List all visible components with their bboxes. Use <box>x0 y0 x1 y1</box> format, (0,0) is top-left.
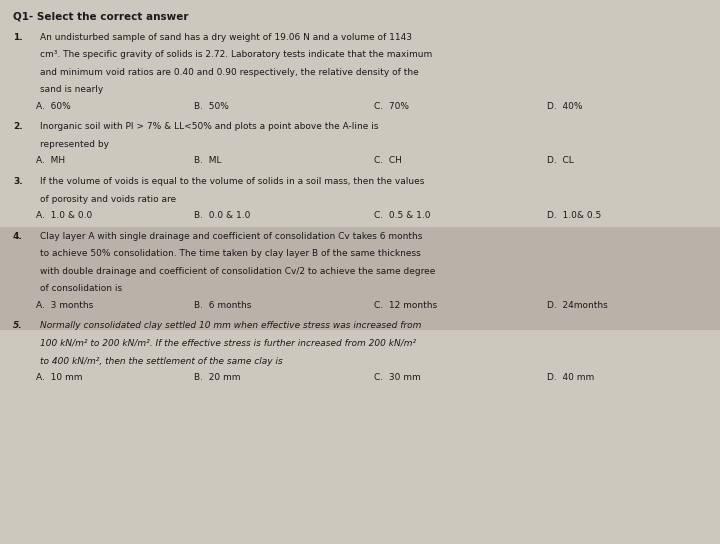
Text: B.  ML: B. ML <box>194 156 222 165</box>
Text: Q1- Select the correct answer: Q1- Select the correct answer <box>13 12 189 22</box>
Text: C.  12 months: C. 12 months <box>374 301 438 310</box>
Text: B.  50%: B. 50% <box>194 102 229 111</box>
FancyBboxPatch shape <box>0 227 720 330</box>
Text: C.  0.5 & 1.0: C. 0.5 & 1.0 <box>374 211 431 220</box>
Text: C.  CH: C. CH <box>374 156 402 165</box>
Text: B.  0.0 & 1.0: B. 0.0 & 1.0 <box>194 211 251 220</box>
Text: Clay layer A with single drainage and coefficient of consolidation Cv takes 6 mo: Clay layer A with single drainage and co… <box>40 232 423 240</box>
Text: Normally consolidated clay settled 10 mm when effective stress was increased fro: Normally consolidated clay settled 10 mm… <box>40 322 422 330</box>
Text: A.  1.0 & 0.0: A. 1.0 & 0.0 <box>36 211 92 220</box>
Text: 5.: 5. <box>13 322 22 330</box>
Text: represented by: represented by <box>40 140 109 149</box>
Text: D.  40 mm: D. 40 mm <box>547 373 595 382</box>
Text: 4.: 4. <box>13 232 23 240</box>
Text: 2.: 2. <box>13 122 22 132</box>
Text: C.  70%: C. 70% <box>374 102 410 111</box>
Text: to achieve 50% consolidation. The time taken by clay layer B of the same thickne: to achieve 50% consolidation. The time t… <box>40 249 421 258</box>
Text: D.  CL: D. CL <box>547 156 574 165</box>
Text: A.  MH: A. MH <box>36 156 65 165</box>
Text: B.  20 mm: B. 20 mm <box>194 373 241 382</box>
Text: 1.: 1. <box>13 33 22 42</box>
Text: of consolidation is: of consolidation is <box>40 285 122 293</box>
Text: A.  10 mm: A. 10 mm <box>36 373 83 382</box>
Text: An undisturbed sample of sand has a dry weight of 19.06 N and a volume of 1143: An undisturbed sample of sand has a dry … <box>40 33 413 42</box>
Text: to 400 kN/m², then the settlement of the same clay is: to 400 kN/m², then the settlement of the… <box>40 356 283 366</box>
Text: Inorganic soil with PI > 7% & LL<50% and plots a point above the A-line is: Inorganic soil with PI > 7% & LL<50% and… <box>40 122 379 132</box>
Text: 3.: 3. <box>13 177 22 186</box>
Text: D.  40%: D. 40% <box>547 102 582 111</box>
Text: B.  6 months: B. 6 months <box>194 301 252 310</box>
Text: D.  1.0& 0.5: D. 1.0& 0.5 <box>547 211 601 220</box>
Text: A.  60%: A. 60% <box>36 102 71 111</box>
Text: If the volume of voids is equal to the volume of solids in a soil mass, then the: If the volume of voids is equal to the v… <box>40 177 425 186</box>
Text: and minimum void ratios are 0.40 and 0.90 respectively, the relative density of : and minimum void ratios are 0.40 and 0.9… <box>40 67 419 77</box>
Text: with double drainage and coefficient of consolidation Cv/2 to achieve the same d: with double drainage and coefficient of … <box>40 267 436 276</box>
Text: 100 kN/m² to 200 kN/m². If the effective stress is further increased from 200 kN: 100 kN/m² to 200 kN/m². If the effective… <box>40 339 416 348</box>
Text: D.  24months: D. 24months <box>547 301 608 310</box>
Text: C.  30 mm: C. 30 mm <box>374 373 421 382</box>
Text: cm³. The specific gravity of solids is 2.72. Laboratory tests indicate that the : cm³. The specific gravity of solids is 2… <box>40 50 433 59</box>
Text: A.  3 months: A. 3 months <box>36 301 94 310</box>
Text: sand is nearly: sand is nearly <box>40 85 104 94</box>
Text: of porosity and voids ratio are: of porosity and voids ratio are <box>40 195 176 203</box>
